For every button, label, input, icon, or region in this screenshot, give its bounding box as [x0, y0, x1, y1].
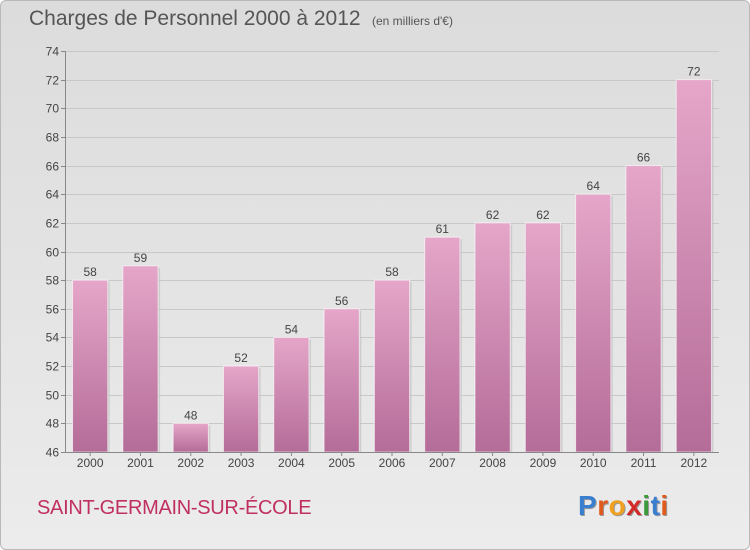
bar	[625, 165, 662, 453]
bar	[524, 222, 562, 453]
x-tick-label: 2005	[328, 456, 355, 470]
y-tick-label: 52	[46, 360, 60, 374]
y-tick-label: 66	[46, 160, 60, 174]
bar	[323, 308, 360, 453]
y-tick-label: 70	[46, 102, 60, 116]
x-tick-label: 2003	[228, 456, 255, 470]
bar	[424, 236, 461, 453]
x-tick-label: 2011	[631, 456, 657, 470]
chart-title: Charges de Personnel 2000 à 2012	[29, 7, 361, 30]
bar-value-label: 72	[687, 65, 701, 79]
bar	[222, 365, 260, 453]
y-tick-label: 58	[46, 274, 60, 288]
y-tick-label: 72	[46, 74, 60, 88]
bar-value-label: 48	[184, 408, 198, 422]
y-tick-label: 56	[46, 303, 60, 317]
y-tick-label: 64	[46, 188, 60, 202]
commune-name: SAINT-GERMAIN-SUR-ÉCOLE	[37, 497, 312, 519]
bar	[172, 422, 209, 453]
logo-letter: i	[660, 490, 669, 521]
y-tick-label: 46	[46, 446, 60, 460]
logo-letter: o	[608, 490, 627, 521]
logo-letter: i	[642, 490, 651, 521]
bar-value-label: 56	[335, 294, 349, 308]
y-tick-label: 48	[46, 417, 60, 431]
bar	[72, 279, 109, 453]
logo-letter: x	[626, 490, 643, 521]
y-tick-label: 60	[46, 246, 60, 260]
bars	[72, 79, 714, 453]
logo-letter: P	[578, 490, 598, 521]
y-tick-label: 54	[46, 331, 60, 345]
bar-value-label: 58	[385, 265, 399, 279]
y-tick-label: 68	[46, 131, 60, 145]
x-tick-label: 2006	[379, 456, 406, 470]
x-tick-label: 2002	[177, 456, 204, 470]
chart-unit-note: (en milliers d'€)	[372, 14, 453, 28]
logo-letter: r	[597, 490, 609, 521]
labels: 46 48 50 52 54 56 58 60 62 64 66 68 70 72 74 58 2000 59 20…	[46, 45, 708, 471]
bar-value-label: 59	[134, 251, 148, 265]
bar	[122, 265, 159, 453]
bar-value-label: 64	[587, 179, 601, 193]
x-tick-label: 2001	[127, 456, 154, 470]
x-tick-label: 2000	[77, 456, 104, 470]
x-tick-label: 2004	[278, 456, 305, 470]
logo-letter: t	[650, 490, 661, 521]
bar-value-label: 58	[83, 265, 97, 279]
bar-value-label: 54	[285, 322, 299, 336]
bar-value-label: 61	[436, 222, 450, 236]
bar-value-label: 52	[234, 351, 248, 365]
proxiti-logo: Proxiti	[578, 490, 669, 522]
x-tick-label: 2010	[580, 456, 607, 470]
y-tick-label: 74	[46, 45, 60, 59]
x-tick-label: 2007	[429, 456, 456, 470]
y-tick-label: 50	[46, 389, 60, 403]
bar-value-label: 66	[637, 151, 651, 165]
axes	[61, 51, 719, 456]
bar	[474, 222, 511, 453]
bar-value-label: 62	[486, 208, 500, 222]
y-tick-label: 62	[46, 217, 60, 231]
bar	[675, 79, 712, 453]
bar-value-label: 62	[536, 208, 550, 222]
x-tick-label: 2008	[479, 456, 506, 470]
bar	[273, 336, 310, 453]
x-tick-label: 2009	[530, 456, 557, 470]
bar	[373, 279, 411, 453]
x-tick-label: 2012	[680, 456, 707, 470]
bar	[575, 193, 612, 453]
